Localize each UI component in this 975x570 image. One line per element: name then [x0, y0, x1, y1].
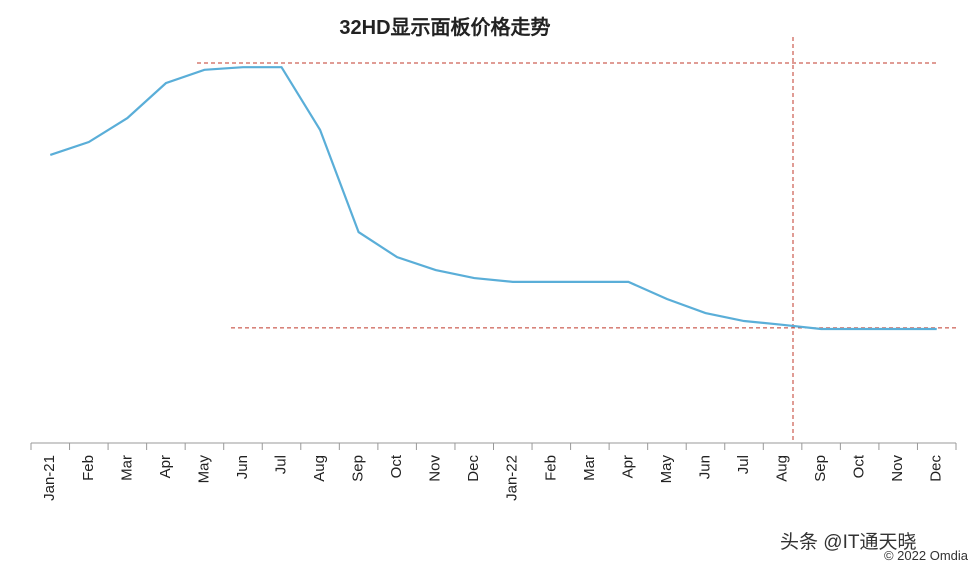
- x-tick-label: Oct: [388, 454, 405, 478]
- credit: © 2022 Omdia: [884, 548, 969, 563]
- x-tick-label: Jan-21: [41, 455, 58, 501]
- x-tick-label: Feb: [542, 455, 559, 481]
- x-tick-label: Jan-22: [504, 455, 521, 501]
- watermark: 头条 @IT通天晓: [780, 531, 916, 553]
- x-tick-label: Mar: [118, 455, 135, 481]
- x-tick-label: May: [658, 455, 675, 484]
- chart-title: 32HD显示面板价格走势: [339, 15, 550, 39]
- x-tick-label: Oct: [851, 454, 868, 478]
- x-tick-label: Jul: [272, 455, 289, 474]
- x-tick-label: Nov: [889, 455, 906, 482]
- x-tick-label: May: [195, 455, 212, 484]
- x-tick-label: Jul: [735, 455, 752, 474]
- x-tick-label: Sep: [350, 455, 367, 482]
- x-tick-label: Dec: [928, 455, 945, 482]
- x-tick-label: Jun: [234, 455, 251, 479]
- x-tick-label: Sep: [812, 455, 829, 482]
- x-tick-label: Mar: [581, 455, 598, 481]
- x-tick-label: Aug: [311, 455, 328, 482]
- x-tick-label: Aug: [774, 455, 791, 482]
- line: [49, 66, 937, 331]
- x-tick-label: Apr: [619, 455, 636, 478]
- x-tick-label: Nov: [427, 455, 444, 482]
- x-tick-label: Feb: [80, 455, 97, 481]
- x-tick-label: Dec: [465, 455, 482, 482]
- x-tick-label: Jun: [696, 455, 713, 479]
- x-tick-label: Apr: [157, 455, 174, 478]
